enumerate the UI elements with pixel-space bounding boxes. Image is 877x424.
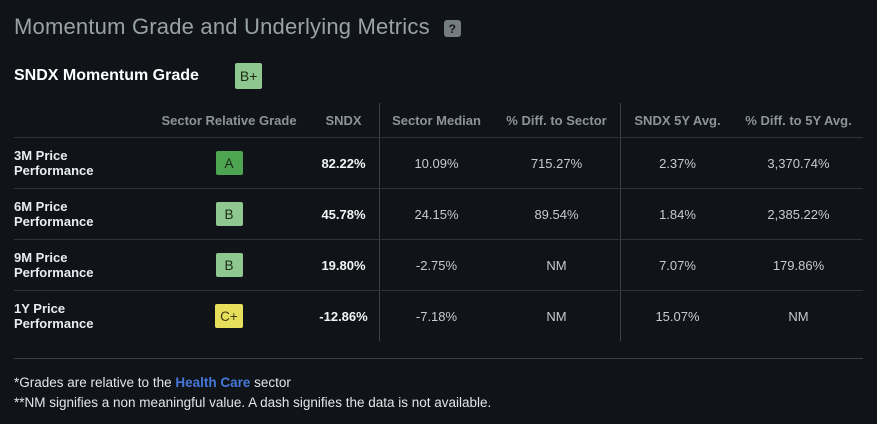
column-header-sector-relative-grade: Sector Relative Grade: [161, 112, 297, 128]
momentum-panel: Momentum Grade and Underlying Metrics ? …: [14, 14, 863, 413]
column-header-empty: [14, 103, 150, 137]
cell-diff-to-sector: NM: [546, 308, 567, 324]
cell-diff-to-5y-avg: 3,370.74%: [767, 155, 830, 171]
cell-sndx-5y-avg: 15.07%: [620, 291, 734, 341]
row-label: 6M Price Performance: [14, 199, 94, 229]
row-label: 1Y Price Performance: [14, 301, 94, 331]
footnotes: *Grades are relative to the Health Care …: [14, 373, 863, 413]
row-label: 3M Price Performance: [14, 148, 94, 178]
row-label: 9M Price Performance: [14, 250, 94, 280]
footnote-text: *Grades are relative to the: [14, 375, 176, 390]
table-row-3m: 3M Price Performance A 82.22% 10.09% 715…: [14, 138, 863, 189]
footnote-text: sector: [250, 375, 291, 390]
help-icon[interactable]: ?: [443, 20, 461, 37]
cell-sector-median: 24.15%: [379, 189, 493, 239]
grade-badge: B: [215, 253, 243, 277]
summary-row: SNDX Momentum Grade B+: [14, 63, 863, 89]
cell-diff-to-sector: 715.27%: [530, 155, 583, 171]
cell-sector-median: -2.75%: [379, 240, 493, 290]
footnote-nm: **NM signifies a non meaningful value. A…: [14, 395, 492, 410]
cell-sndx: 82.22%: [321, 155, 366, 171]
cell-sector-median: 10.09%: [379, 138, 493, 188]
cell-sndx: 19.80%: [321, 257, 366, 273]
cell-diff-to-sector: 89.54%: [534, 206, 579, 222]
cell-sndx-5y-avg: 1.84%: [620, 189, 734, 239]
metrics-table: Sector Relative Grade SNDX Sector Median…: [14, 103, 863, 341]
column-header-sndx: SNDX: [325, 112, 362, 128]
cell-sndx: 45.78%: [321, 206, 366, 222]
grade-badge: A: [215, 151, 243, 175]
table-row-1y: 1Y Price Performance C+ -12.86% -7.18% N…: [14, 291, 863, 341]
footnote-grades: *Grades are relative to the Health Care …: [14, 373, 863, 393]
table-row-6m: 6M Price Performance B 45.78% 24.15% 89.…: [14, 189, 863, 240]
summary-label: SNDX Momentum Grade: [14, 67, 199, 84]
column-header-sndx-5y-avg: SNDX 5Y Avg.: [620, 103, 734, 137]
cell-diff-to-5y-avg: 179.86%: [772, 257, 825, 273]
column-header-diff-to-sector: % Diff. to Sector: [506, 112, 607, 128]
cell-diff-to-sector: NM: [546, 257, 567, 273]
cell-sector-median: -7.18%: [379, 291, 493, 341]
column-header-diff-to-5y-avg: % Diff. to 5Y Avg.: [745, 112, 852, 128]
grade-badge: B: [215, 202, 243, 226]
page-title: Momentum Grade and Underlying Metrics: [14, 14, 430, 39]
cell-sndx-5y-avg: 7.07%: [620, 240, 734, 290]
grade-badge: C+: [215, 304, 243, 328]
health-care-sector-link[interactable]: Health Care: [175, 375, 251, 390]
footnote-divider: [14, 358, 863, 359]
column-header-sector-median: Sector Median: [379, 103, 493, 137]
table-header-row: Sector Relative Grade SNDX Sector Median…: [14, 103, 863, 138]
cell-sndx: -12.86%: [319, 308, 368, 324]
cell-sndx-5y-avg: 2.37%: [620, 138, 734, 188]
cell-diff-to-5y-avg: 2,385.22%: [767, 206, 830, 222]
panel-header: Momentum Grade and Underlying Metrics ?: [14, 14, 863, 40]
cell-diff-to-5y-avg: NM: [788, 308, 809, 324]
table-row-9m: 9M Price Performance B 19.80% -2.75% NM …: [14, 240, 863, 291]
momentum-grade-badge: B+: [234, 63, 263, 89]
